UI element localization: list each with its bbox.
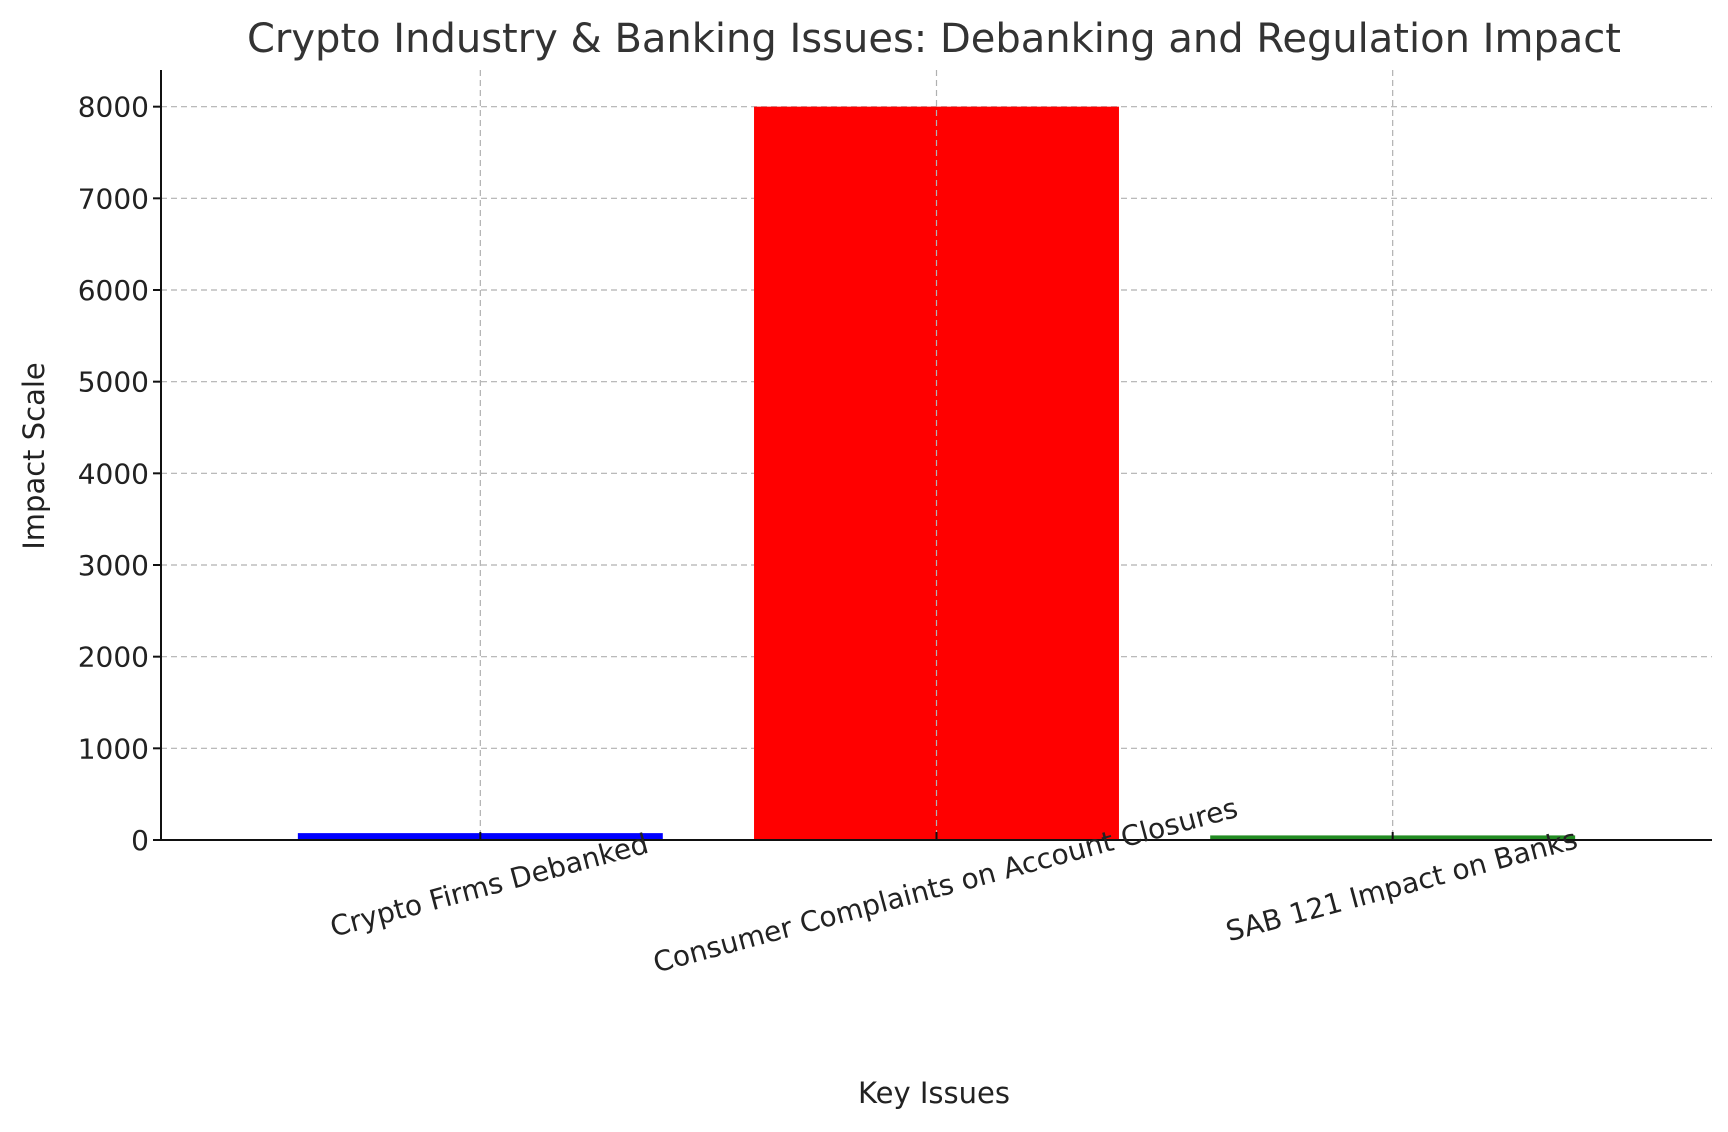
y-tick-label: 5000 bbox=[78, 366, 149, 399]
y-axis-label: Impact Scale bbox=[17, 362, 51, 550]
x-axis-label: Key Issues bbox=[858, 1076, 1010, 1110]
y-tick-label: 0 bbox=[131, 824, 149, 857]
y-tick-label: 1000 bbox=[78, 732, 149, 765]
y-tick-label: 2000 bbox=[78, 641, 149, 674]
y-tick-label: 4000 bbox=[78, 457, 149, 490]
y-tick-label: 7000 bbox=[78, 182, 149, 215]
y-tick-label: 6000 bbox=[78, 274, 149, 307]
y-tick-label: 8000 bbox=[78, 91, 149, 124]
x-tick-label: Crypto Firms Debanked bbox=[327, 827, 652, 944]
x-tick-label: SAB 121 Impact on Banks bbox=[1222, 822, 1581, 948]
y-tick-label: 3000 bbox=[78, 549, 149, 582]
chart-title: Crypto Industry & Banking Issues: Debank… bbox=[247, 16, 1621, 62]
